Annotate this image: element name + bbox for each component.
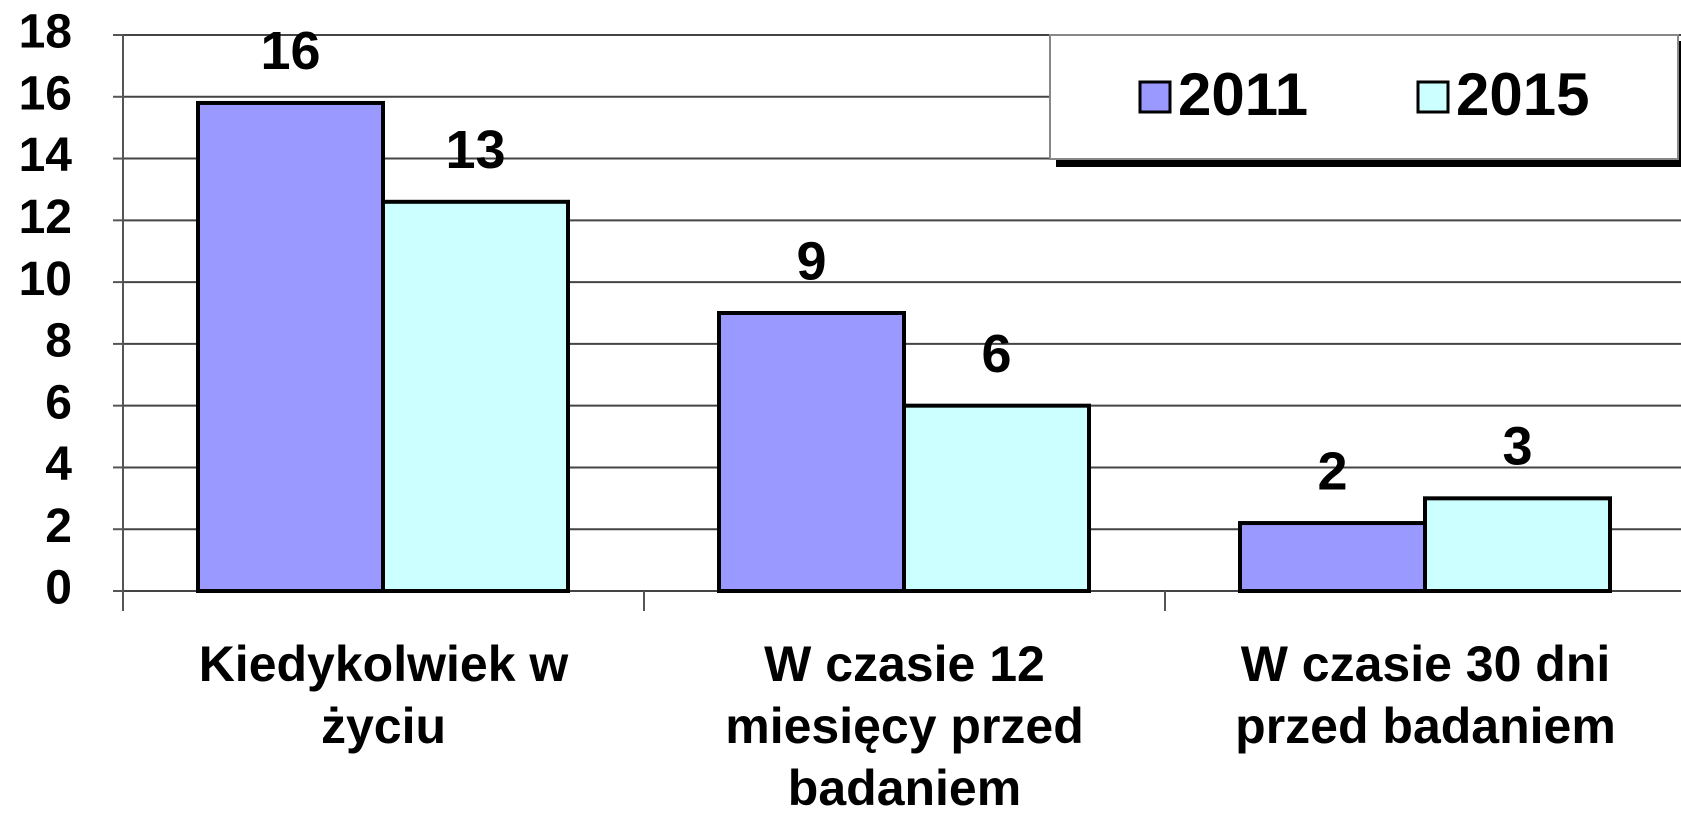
x-tick-label: W czasie 12 miesięcy przed badaniem	[725, 636, 1084, 816]
data-label: 6	[981, 324, 1011, 384]
y-tick-label: 16	[19, 67, 72, 120]
bar	[381, 199, 570, 594]
x-tick-label: W czasie 30 dni przed badaniem	[1235, 636, 1616, 754]
y-tick-label: 10	[19, 253, 72, 306]
x-tick-label-box: W czasie 12 miesięcy przed badaniem	[725, 636, 1084, 816]
data-label: 9	[796, 231, 826, 291]
data-label: 3	[1502, 417, 1532, 477]
data-label: 2	[1317, 441, 1347, 501]
x-tick-label-box: Kiedykolwiek w życiu	[198, 636, 569, 754]
y-tick-label: 14	[19, 129, 73, 182]
legend-swatch	[1138, 80, 1172, 114]
bar	[717, 311, 906, 593]
legend-swatch	[1416, 80, 1450, 114]
data-label: 16	[260, 21, 320, 81]
legend-label: 2011	[1178, 61, 1308, 128]
y-tick-label: 6	[45, 376, 72, 429]
y-tick-label: 8	[45, 315, 72, 368]
data-label: 13	[445, 120, 505, 180]
legend-label: 2015	[1456, 61, 1589, 128]
bar	[1423, 496, 1612, 594]
x-tick-label-box: W czasie 30 dni przed badaniem	[1235, 636, 1616, 754]
y-tick-label: 12	[19, 191, 72, 244]
y-tick-label: 0	[45, 562, 72, 615]
bar	[196, 100, 385, 593]
bar	[902, 403, 1091, 593]
bar	[1238, 521, 1427, 593]
y-tick-label: 18	[19, 6, 72, 59]
y-tick-label: 4	[45, 438, 72, 491]
x-tick-label: Kiedykolwiek w życiu	[198, 636, 569, 754]
y-tick-label: 2	[45, 500, 72, 553]
